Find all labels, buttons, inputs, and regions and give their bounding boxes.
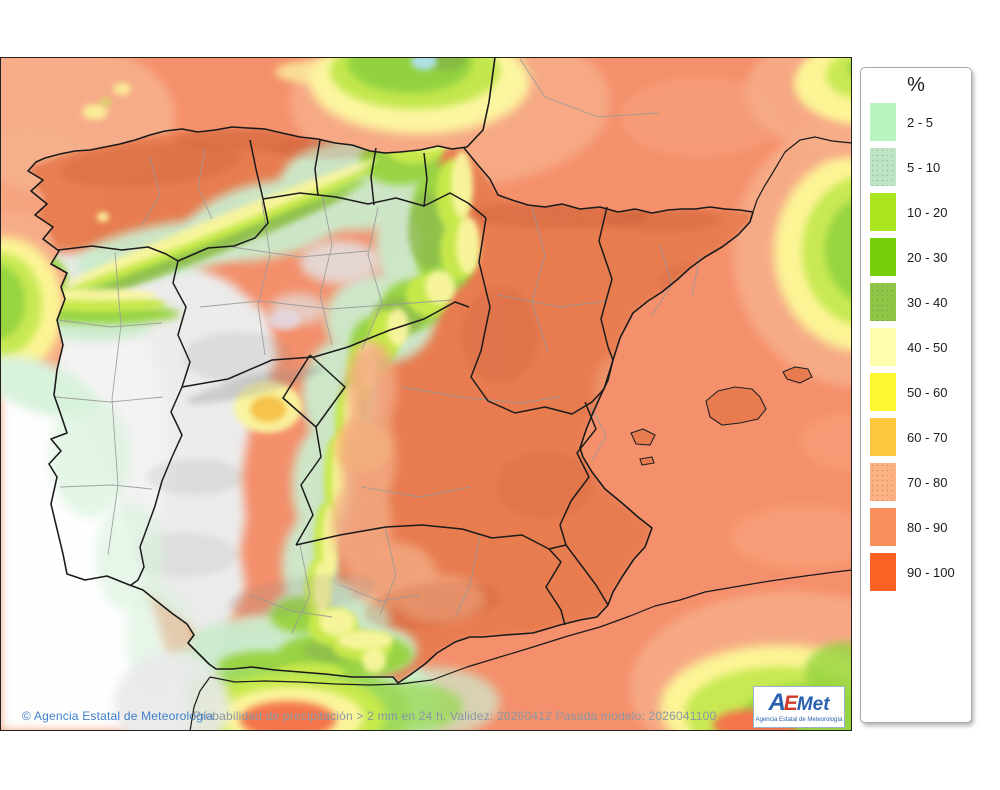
legend-range-label: 40 - 50	[907, 339, 948, 355]
legend-item: 30 - 40	[870, 283, 971, 321]
map-canvas	[0, 57, 852, 731]
legend-color-swatch	[870, 508, 896, 546]
legend-color-swatch	[870, 148, 896, 186]
legend-range-label: 90 - 100	[907, 564, 955, 580]
legend-item: 60 - 70	[870, 418, 971, 456]
legend-range-label: 70 - 80	[907, 474, 948, 490]
aemet-logo-wordmark: A E Met	[768, 691, 829, 715]
legend-color-swatch	[870, 193, 896, 231]
legend-item: 80 - 90	[870, 508, 971, 546]
legend-range-label: 50 - 60	[907, 384, 948, 400]
map-frame	[0, 57, 852, 731]
legend-color-swatch	[870, 553, 896, 591]
balearic-islands	[630, 366, 813, 466]
logo-letter-a: A	[768, 689, 785, 716]
legend-items: 2 - 5 5 - 10 10 - 20 20 - 30 30 - 40 40 - 50 5…	[861, 103, 971, 591]
legend-color-swatch	[870, 103, 896, 141]
map-description-text: Probabilidad de precipitación > 2 mm en …	[193, 709, 717, 723]
legend-color-swatch	[870, 463, 896, 501]
precipitation-probability-map: © Agencia Estatal de Meteorología Probab…	[0, 57, 852, 731]
legend-title: %	[907, 74, 925, 96]
legend-item: 20 - 30	[870, 238, 971, 276]
legend-range-label: 60 - 70	[907, 429, 948, 445]
coastlines	[27, 57, 852, 731]
legend-item: 10 - 20	[870, 193, 971, 231]
legend-item: 50 - 60	[870, 373, 971, 411]
aemet-logo: A E Met Agencia Estatal de Meteorología	[753, 686, 845, 728]
legend-color-swatch	[870, 418, 896, 456]
legend-item: 70 - 80	[870, 463, 971, 501]
region-borders	[57, 139, 614, 626]
legend-item: 40 - 50	[870, 328, 971, 366]
legend-color-swatch	[870, 328, 896, 366]
logo-letters-met: Met	[796, 694, 830, 715]
legend-panel: % 2 - 5 5 - 10 10 - 20 20 - 30 30 - 40 40 - 5…	[860, 67, 972, 723]
legend-color-swatch	[870, 238, 896, 276]
logo-letter-e: E	[783, 692, 798, 715]
legend-range-label: 2 - 5	[907, 114, 934, 130]
legend-range-label: 5 - 10	[907, 159, 941, 175]
province-borders	[54, 58, 701, 634]
legend-range-label: 20 - 30	[907, 249, 948, 265]
legend-range-label: 80 - 90	[907, 519, 948, 535]
legend-range-label: 10 - 20	[907, 204, 948, 220]
copyright-text: © Agencia Estatal de Meteorología	[22, 709, 214, 723]
legend-range-label: 30 - 40	[907, 294, 948, 310]
legend-item: 90 - 100	[870, 553, 971, 591]
legend-item: 5 - 10	[870, 148, 971, 186]
legend-item: 2 - 5	[870, 103, 971, 141]
legend-color-swatch	[870, 283, 896, 321]
aemet-logo-subtitle: Agencia Estatal de Meteorología	[755, 717, 843, 723]
legend-color-swatch	[870, 373, 896, 411]
